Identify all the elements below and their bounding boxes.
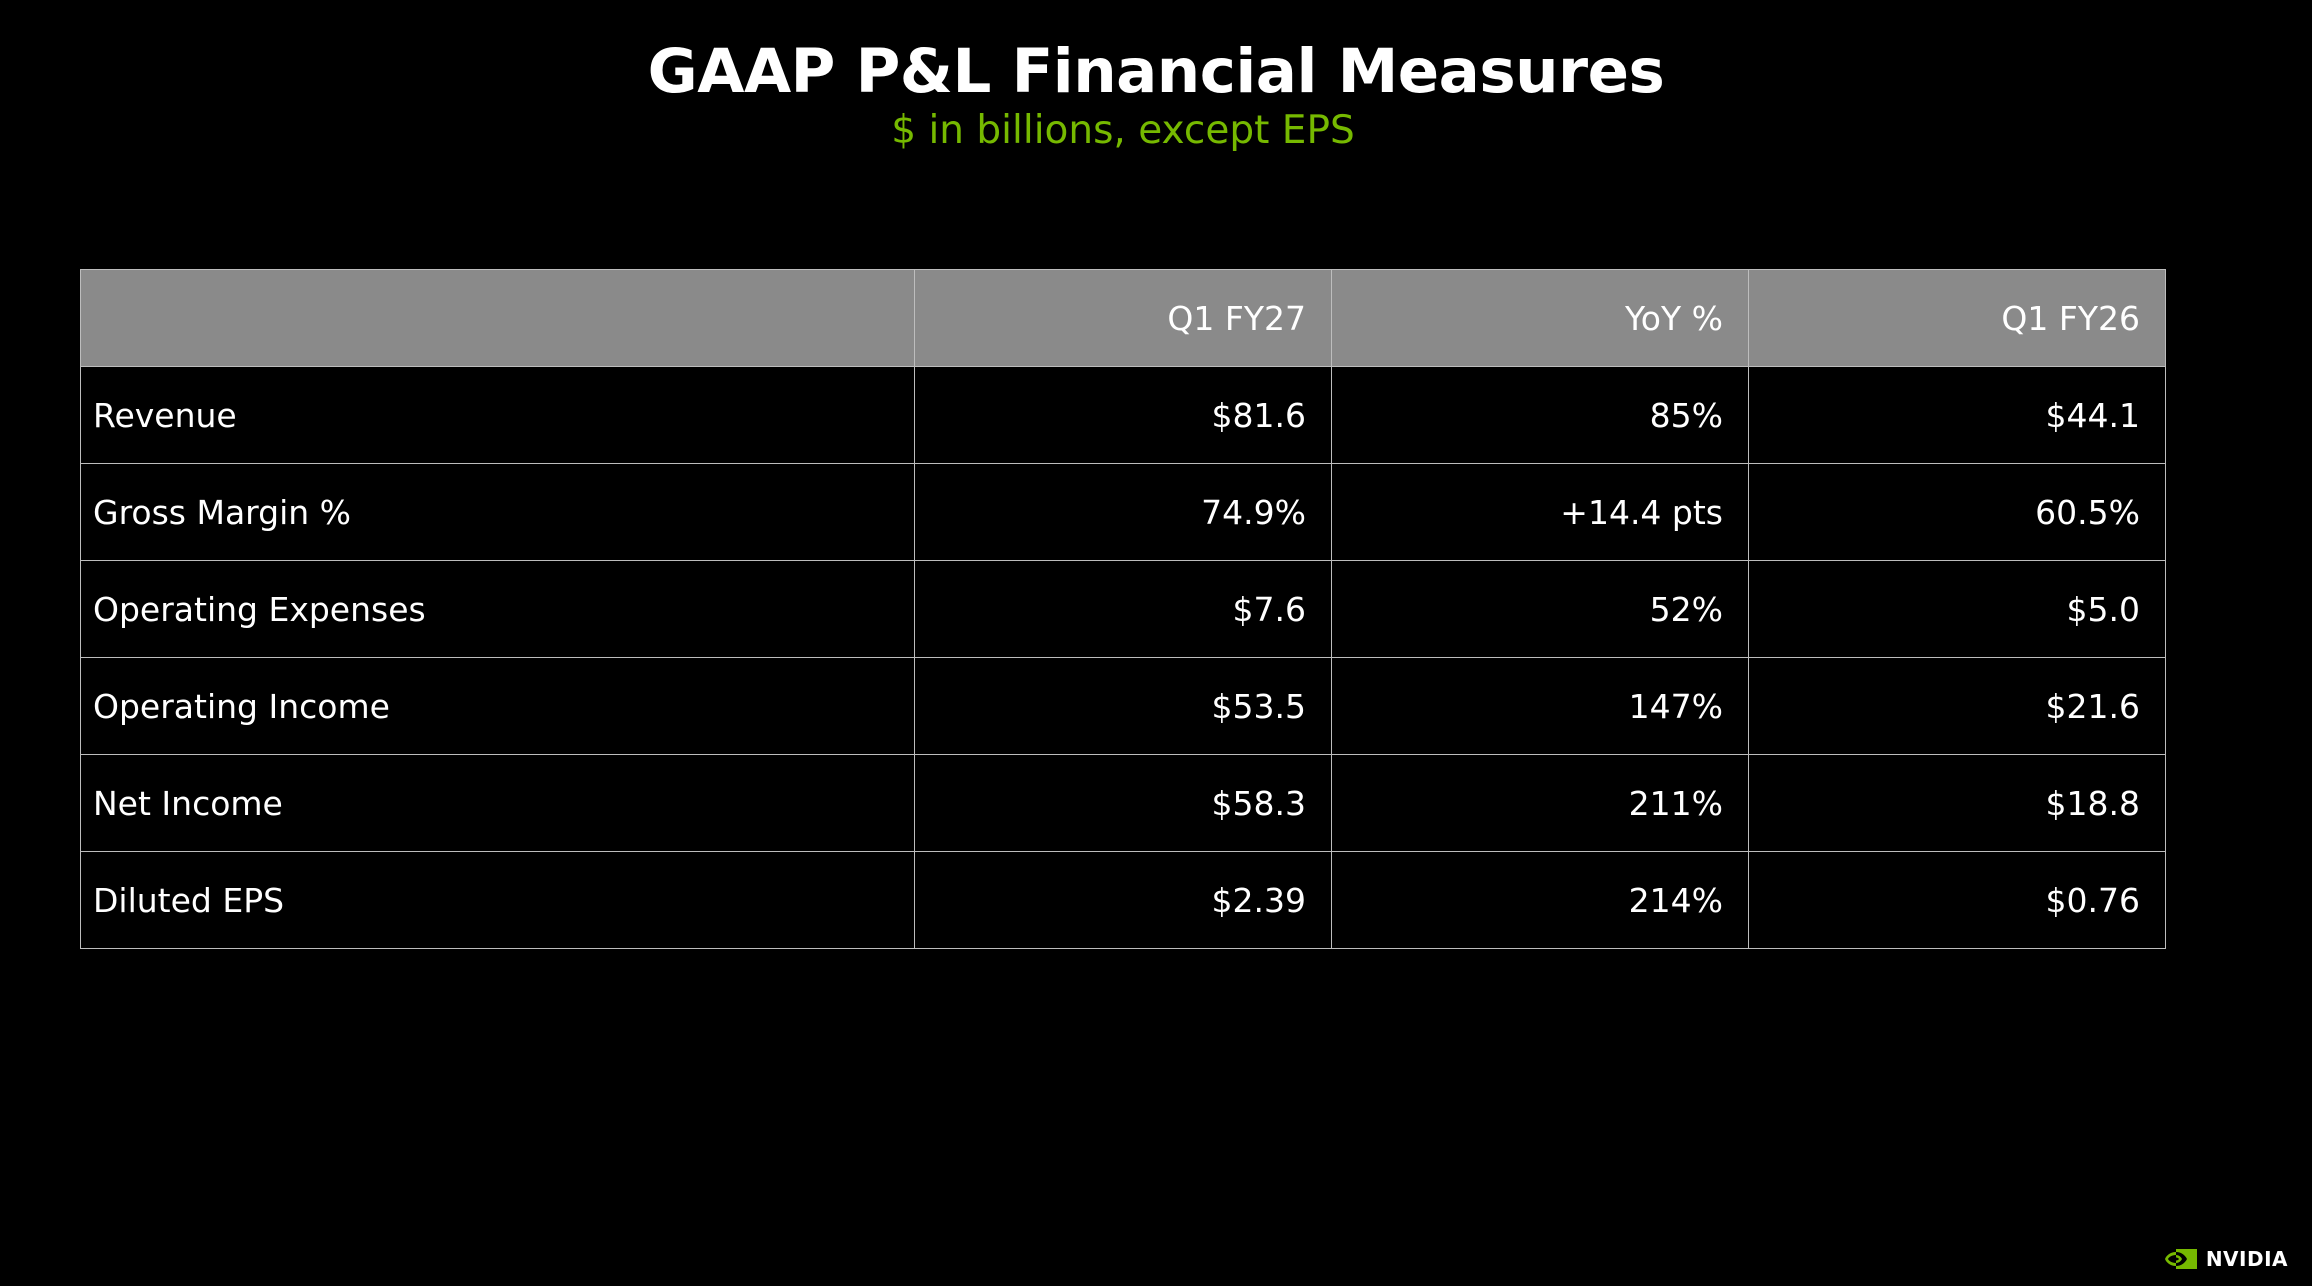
cell-q1fy27: $7.6 <box>914 560 1332 658</box>
row-label: Net Income <box>80 754 915 852</box>
page-subtitle: $ in billions, except EPS <box>891 108 1355 153</box>
table-row: Revenue $81.6 85% $44.1 <box>80 366 2166 464</box>
table-row: Operating Expenses $7.6 52% $5.0 <box>80 560 2166 658</box>
cell-q1fy26: $18.8 <box>1748 754 2166 852</box>
table-header-row: Q1 FY27 YoY % Q1 FY26 <box>80 269 2166 367</box>
cell-yoy: 52% <box>1331 560 1749 658</box>
column-header-q1fy26: Q1 FY26 <box>1748 269 2166 367</box>
column-header-q1fy27: Q1 FY27 <box>914 269 1332 367</box>
table-row: Gross Margin % 74.9% +14.4 pts 60.5% <box>80 463 2166 561</box>
row-label: Diluted EPS <box>80 851 915 949</box>
cell-q1fy26: $21.6 <box>1748 657 2166 755</box>
nvidia-logo: NVIDIA <box>2164 1247 2288 1271</box>
cell-q1fy26: 60.5% <box>1748 463 2166 561</box>
table-row: Operating Income $53.5 147% $21.6 <box>80 657 2166 755</box>
cell-q1fy26: $0.76 <box>1748 851 2166 949</box>
cell-q1fy27: $81.6 <box>914 366 1332 464</box>
cell-yoy: +14.4 pts <box>1331 463 1749 561</box>
nvidia-wordmark: NVIDIA <box>2205 1247 2288 1271</box>
cell-yoy: 147% <box>1331 657 1749 755</box>
financial-table: Q1 FY27 YoY % Q1 FY26 Revenue $81.6 85% … <box>80 269 2166 949</box>
column-header-label <box>80 269 915 367</box>
column-header-yoy: YoY % <box>1331 269 1749 367</box>
nvidia-eye-icon <box>2164 1248 2198 1270</box>
cell-yoy: 211% <box>1331 754 1749 852</box>
row-label: Gross Margin % <box>80 463 915 561</box>
page-title: GAAP P&L Financial Measures <box>647 36 1665 107</box>
row-label: Operating Income <box>80 657 915 755</box>
cell-q1fy27: $53.5 <box>914 657 1332 755</box>
cell-q1fy27: $2.39 <box>914 851 1332 949</box>
cell-q1fy27: 74.9% <box>914 463 1332 561</box>
row-label: Revenue <box>80 366 915 464</box>
cell-yoy: 214% <box>1331 851 1749 949</box>
cell-q1fy26: $5.0 <box>1748 560 2166 658</box>
table-row: Diluted EPS $2.39 214% $0.76 <box>80 851 2166 949</box>
cell-q1fy26: $44.1 <box>1748 366 2166 464</box>
cell-q1fy27: $58.3 <box>914 754 1332 852</box>
table-row: Net Income $58.3 211% $18.8 <box>80 754 2166 852</box>
row-label: Operating Expenses <box>80 560 915 658</box>
cell-yoy: 85% <box>1331 366 1749 464</box>
